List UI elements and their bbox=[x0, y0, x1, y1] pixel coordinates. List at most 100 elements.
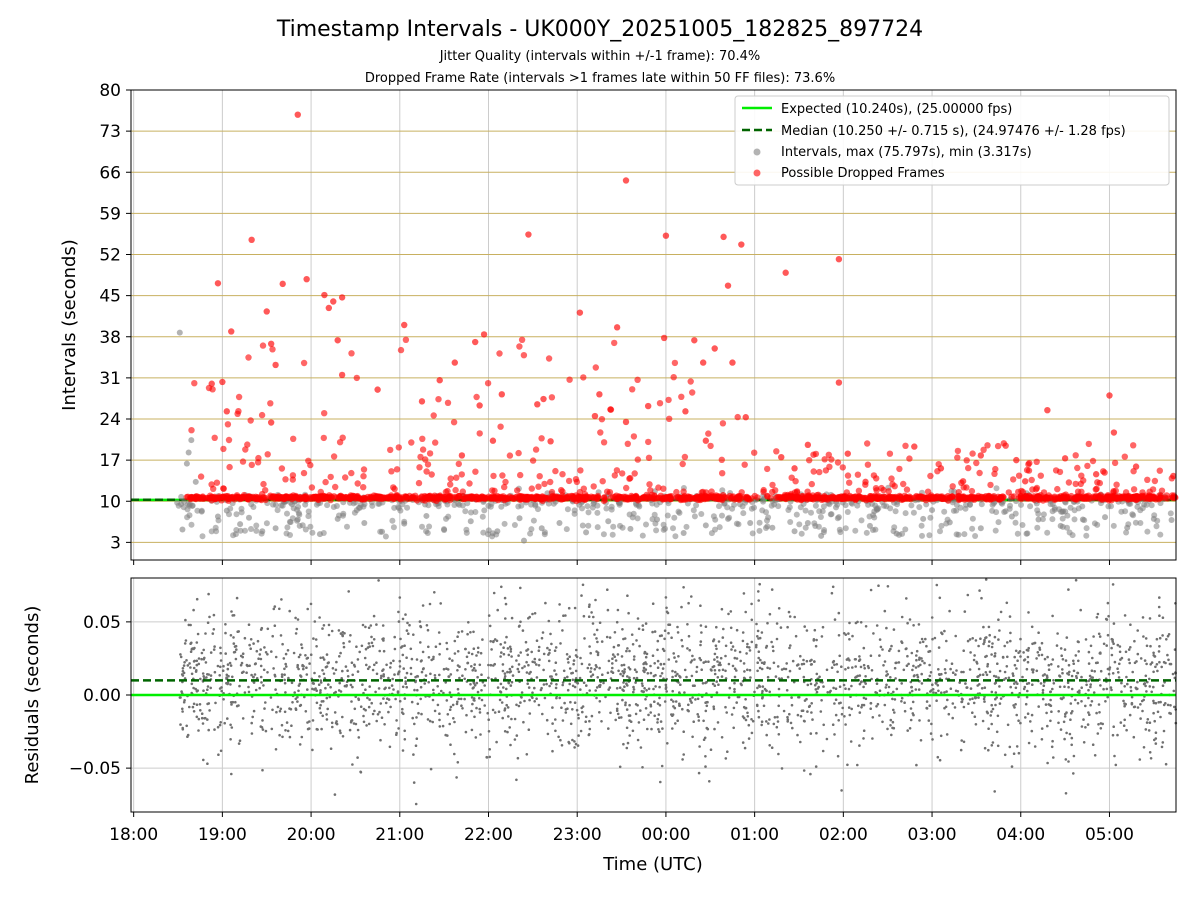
dropped-frame-point bbox=[353, 374, 360, 382]
residual-point bbox=[571, 738, 574, 742]
residual-point bbox=[550, 642, 553, 646]
dropped-frame-point bbox=[1121, 453, 1129, 460]
residual-point bbox=[279, 707, 283, 711]
interval-point bbox=[739, 503, 746, 510]
residual-point bbox=[712, 705, 715, 708]
residual-point bbox=[1097, 723, 1100, 726]
residual-point bbox=[533, 657, 537, 661]
residual-point bbox=[708, 780, 711, 783]
interval-point bbox=[1027, 503, 1034, 510]
residual-point bbox=[1059, 647, 1063, 650]
residual-point bbox=[862, 703, 866, 707]
residual-point bbox=[455, 702, 459, 706]
residual-point bbox=[994, 675, 998, 678]
residual-point bbox=[456, 687, 460, 691]
residual-point bbox=[519, 586, 522, 590]
residual-point bbox=[433, 676, 437, 680]
residual-point bbox=[763, 687, 767, 691]
interval-point bbox=[594, 509, 601, 516]
interval-point bbox=[463, 529, 470, 536]
residual-point bbox=[456, 664, 460, 667]
residual-point bbox=[1167, 633, 1171, 636]
residual-point bbox=[1154, 665, 1157, 669]
residual-point bbox=[1057, 721, 1060, 725]
residual-point bbox=[985, 654, 988, 658]
residual-point bbox=[625, 746, 629, 750]
residual-point bbox=[338, 729, 342, 732]
residual-point bbox=[319, 681, 323, 684]
residual-point bbox=[677, 655, 680, 658]
residual-point bbox=[216, 725, 220, 729]
residual-point bbox=[273, 673, 277, 677]
residual-point bbox=[273, 605, 277, 608]
dropped-frame-point bbox=[458, 452, 466, 459]
residual-point bbox=[862, 646, 866, 650]
dropped-frame-point bbox=[650, 495, 657, 502]
residual-point bbox=[451, 703, 455, 707]
residual-point bbox=[221, 669, 225, 672]
residual-point bbox=[197, 729, 200, 732]
interval-point bbox=[237, 521, 244, 528]
residual-point bbox=[756, 669, 759, 673]
residual-point bbox=[1089, 703, 1092, 707]
dropped-frame-point bbox=[734, 413, 741, 421]
dropped-frame-point bbox=[220, 445, 227, 453]
residual-point bbox=[1161, 616, 1165, 619]
dropped-frame-point bbox=[538, 495, 545, 503]
residual-point bbox=[324, 665, 328, 669]
residual-point bbox=[802, 769, 806, 772]
residual-point bbox=[472, 630, 475, 634]
residual-point bbox=[1166, 653, 1169, 657]
residual-point bbox=[206, 621, 210, 624]
residual-point bbox=[628, 676, 631, 679]
residual-point bbox=[564, 708, 568, 711]
residual-point bbox=[864, 697, 868, 701]
dropped-frame-point bbox=[558, 496, 565, 503]
residual-point bbox=[456, 635, 459, 638]
residual-point bbox=[533, 612, 537, 615]
residual-point bbox=[478, 711, 482, 714]
residual-point bbox=[591, 673, 595, 676]
residual-point bbox=[909, 707, 913, 710]
residual-point bbox=[641, 628, 645, 631]
dropped-frame-point bbox=[773, 448, 780, 455]
residual-point bbox=[553, 669, 556, 672]
residual-point bbox=[407, 632, 410, 635]
residual-point bbox=[350, 719, 353, 723]
dropped-frame-point bbox=[987, 495, 994, 502]
residual-point bbox=[1075, 674, 1078, 678]
residual-point bbox=[626, 741, 630, 745]
residual-point bbox=[1040, 641, 1044, 645]
residual-point bbox=[275, 710, 278, 714]
residual-point bbox=[707, 660, 710, 663]
residual-point bbox=[472, 666, 476, 670]
residual-point bbox=[420, 670, 424, 674]
residual-point bbox=[670, 636, 673, 639]
residual-point bbox=[432, 657, 435, 661]
interval-point bbox=[425, 502, 432, 509]
residual-point bbox=[590, 714, 594, 718]
residual-point bbox=[883, 703, 887, 707]
residual-point bbox=[419, 697, 423, 701]
dropped-frame-point bbox=[514, 487, 521, 494]
residual-point bbox=[586, 666, 590, 670]
residual-point bbox=[777, 704, 780, 708]
dropped-frame-point bbox=[822, 467, 830, 474]
residual-point bbox=[245, 663, 249, 667]
interval-point bbox=[305, 508, 312, 515]
residual-point bbox=[1149, 644, 1152, 648]
residual-point bbox=[330, 721, 334, 725]
residual-point bbox=[235, 704, 239, 708]
residual-point bbox=[413, 688, 416, 692]
residual-point bbox=[724, 654, 727, 658]
residual-point bbox=[1148, 751, 1152, 754]
residual-point bbox=[366, 667, 370, 671]
residual-point bbox=[483, 684, 487, 687]
residual-point bbox=[573, 701, 577, 704]
residual-point bbox=[1041, 691, 1045, 695]
residual-point bbox=[1154, 731, 1158, 734]
residual-point bbox=[1012, 752, 1016, 755]
dropped-frame-point bbox=[559, 471, 566, 478]
residual-point bbox=[697, 771, 701, 775]
residual-point bbox=[789, 721, 793, 725]
